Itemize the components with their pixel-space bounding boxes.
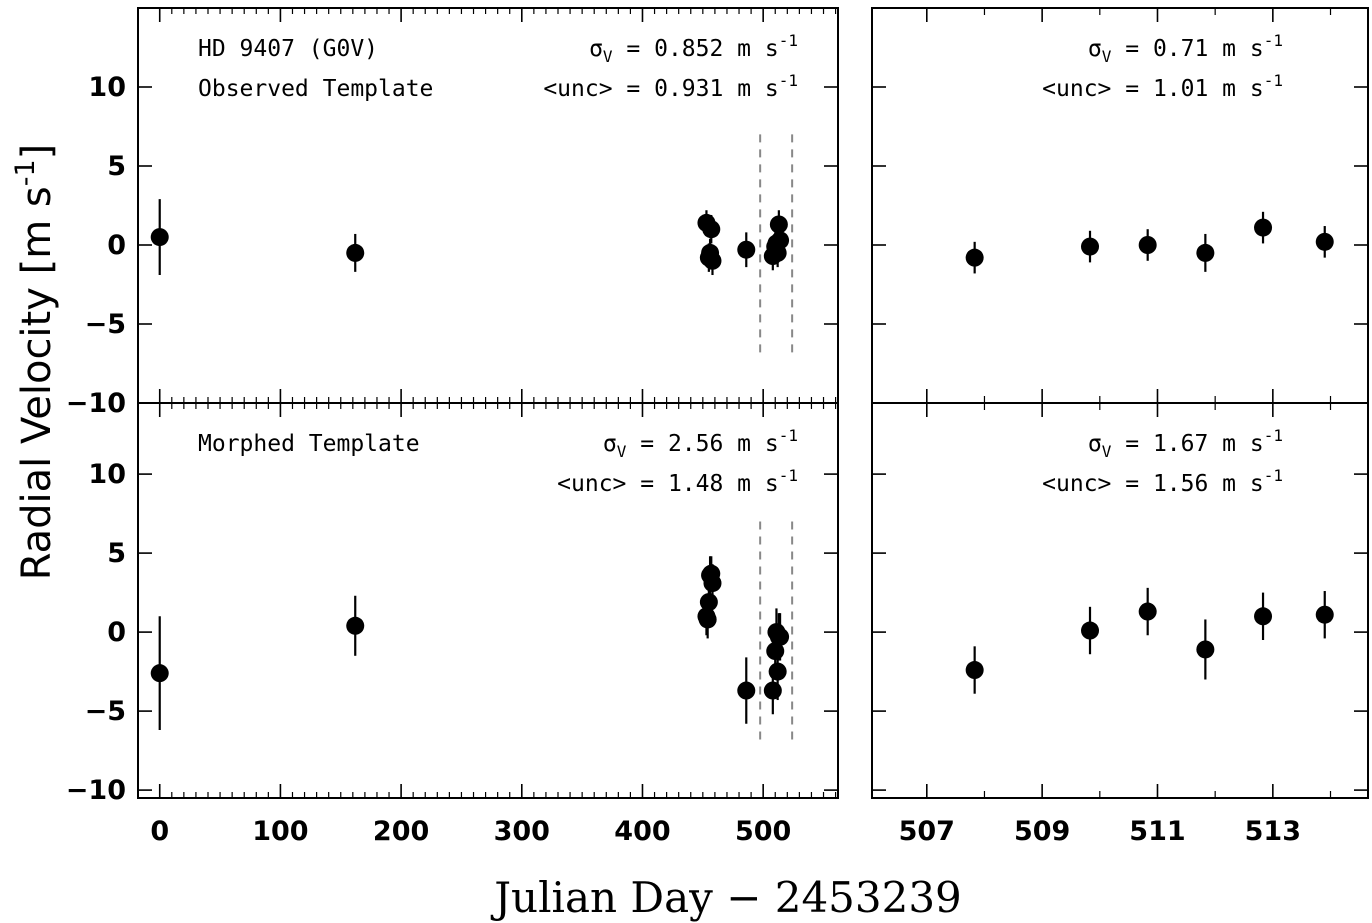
panel-top-left: −10 −5 0 5 10 HD 9407 (G0V) Observed Template σ… <box>66 7 839 419</box>
stat-text: <unc> = 1.01 m s <box>1042 76 1264 102</box>
panel-title-line: Observed Template <box>198 76 433 102</box>
data-point <box>150 664 169 683</box>
data-point <box>698 610 717 629</box>
x-tick-label: 100 <box>252 816 308 847</box>
sigma-subscript: V <box>1102 47 1112 66</box>
data-point <box>699 593 718 612</box>
y-tick-label: 0 <box>107 230 126 261</box>
data-point <box>763 681 782 700</box>
x-tick-label: 0 <box>150 816 169 847</box>
sigma-symbol: σ <box>603 431 617 457</box>
unit-superscript: -1 <box>779 71 798 90</box>
panel-frame <box>871 402 1369 799</box>
data-point <box>1254 218 1273 237</box>
data-point <box>965 661 984 680</box>
panels-group: −10 −5 0 5 10 HD 9407 (G0V) Observed Template σ… <box>66 7 1369 847</box>
sigma-symbol: σ <box>1088 431 1102 457</box>
x-tick-label: 300 <box>494 816 550 847</box>
panel-stat-line: <unc> = 1.01 m s-1 <box>1042 71 1283 102</box>
panel-frame <box>137 7 839 404</box>
y-tick-label: 10 <box>88 72 126 103</box>
panel-frame <box>137 402 839 799</box>
stat-text: <unc> = 1.56 m s <box>1042 471 1264 497</box>
x-tick-label: 507 <box>899 816 955 847</box>
y-tick-label: 0 <box>107 617 126 648</box>
data-point <box>346 616 365 635</box>
stat-text: <unc> = 0.931 m s <box>543 76 778 102</box>
panel-stat-line: σV = 0.71 m s-1 <box>1088 31 1283 66</box>
x-tick-label: 200 <box>373 816 429 847</box>
data-point <box>965 248 984 267</box>
x-tick-label: 509 <box>1014 816 1070 847</box>
x-tick-label: 400 <box>614 816 670 847</box>
data-point <box>1081 237 1100 256</box>
data-point <box>702 220 721 239</box>
data-point <box>346 243 365 262</box>
unit-superscript: -1 <box>779 31 798 50</box>
data-point <box>768 662 787 681</box>
sigma-symbol: σ <box>589 36 603 62</box>
sigma-subscript: V <box>603 47 613 66</box>
unit-superscript: -1 <box>1264 426 1283 445</box>
data-point <box>1315 605 1334 624</box>
panel-title-line: HD 9407 (G0V) <box>198 36 378 62</box>
y-tick-label: −5 <box>85 696 126 727</box>
stat-text: = 0.71 m s <box>1111 36 1263 62</box>
data-point <box>737 681 756 700</box>
data-point <box>769 215 788 234</box>
sigma-symbol: σ <box>1088 36 1102 62</box>
data-point <box>703 574 722 593</box>
x-axis-label: Julian Day − 2453239 <box>490 873 962 922</box>
unit-superscript: -1 <box>779 466 798 485</box>
panel-title-line: Morphed Template <box>198 431 420 457</box>
x-tick-label: 513 <box>1245 816 1301 847</box>
panel-stat-line: <unc> = 0.931 m s-1 <box>543 71 798 102</box>
x-tick-label: 500 <box>735 816 791 847</box>
data-point <box>1315 232 1334 251</box>
panel-top-right: σV = 0.71 m s-1<unc> = 1.01 m s-1 <box>871 7 1369 404</box>
y-tick-label: −5 <box>85 309 126 340</box>
data-point <box>1196 640 1215 659</box>
stat-text: = 1.67 m s <box>1111 431 1263 457</box>
sigma-subscript: V <box>1102 442 1112 461</box>
x-tick-label: 511 <box>1129 816 1185 847</box>
y-tick-label: 5 <box>107 151 126 182</box>
data-point <box>1138 602 1157 621</box>
panel-stat-line: σV = 2.56 m s-1 <box>603 426 798 461</box>
data-point <box>1081 621 1100 640</box>
y-tick-label: −10 <box>66 775 126 806</box>
data-point <box>737 240 756 259</box>
stat-text: = 0.852 m s <box>613 36 779 62</box>
data-point <box>1196 243 1215 262</box>
unit-superscript: -1 <box>1264 71 1283 90</box>
unit-superscript: -1 <box>1264 31 1283 50</box>
y-axis-label: Radial Velocity [m s-1] <box>10 144 60 581</box>
stat-text: = 2.56 m s <box>626 431 778 457</box>
sigma-subscript: V <box>617 442 627 461</box>
y-tick-label: 5 <box>107 538 126 569</box>
y-tick-label: −10 <box>66 388 126 419</box>
stat-text: <unc> = 1.48 m s <box>557 471 779 497</box>
data-point <box>703 251 722 270</box>
unit-superscript: -1 <box>779 426 798 445</box>
y-tick-label: 10 <box>88 459 126 490</box>
data-point <box>150 228 169 247</box>
data-point <box>771 231 790 250</box>
unit-superscript: -1 <box>1264 466 1283 485</box>
panel-stat-line: <unc> = 1.56 m s-1 <box>1042 466 1283 497</box>
data-point <box>771 627 790 646</box>
panel-stat-line: σV = 1.67 m s-1 <box>1088 426 1283 461</box>
panel-stat-line: σV = 0.852 m s-1 <box>589 31 798 66</box>
panel-stat-line: <unc> = 1.48 m s-1 <box>557 466 798 497</box>
data-point <box>1138 236 1157 254</box>
panel-frame <box>871 7 1369 404</box>
data-point <box>1254 607 1273 626</box>
